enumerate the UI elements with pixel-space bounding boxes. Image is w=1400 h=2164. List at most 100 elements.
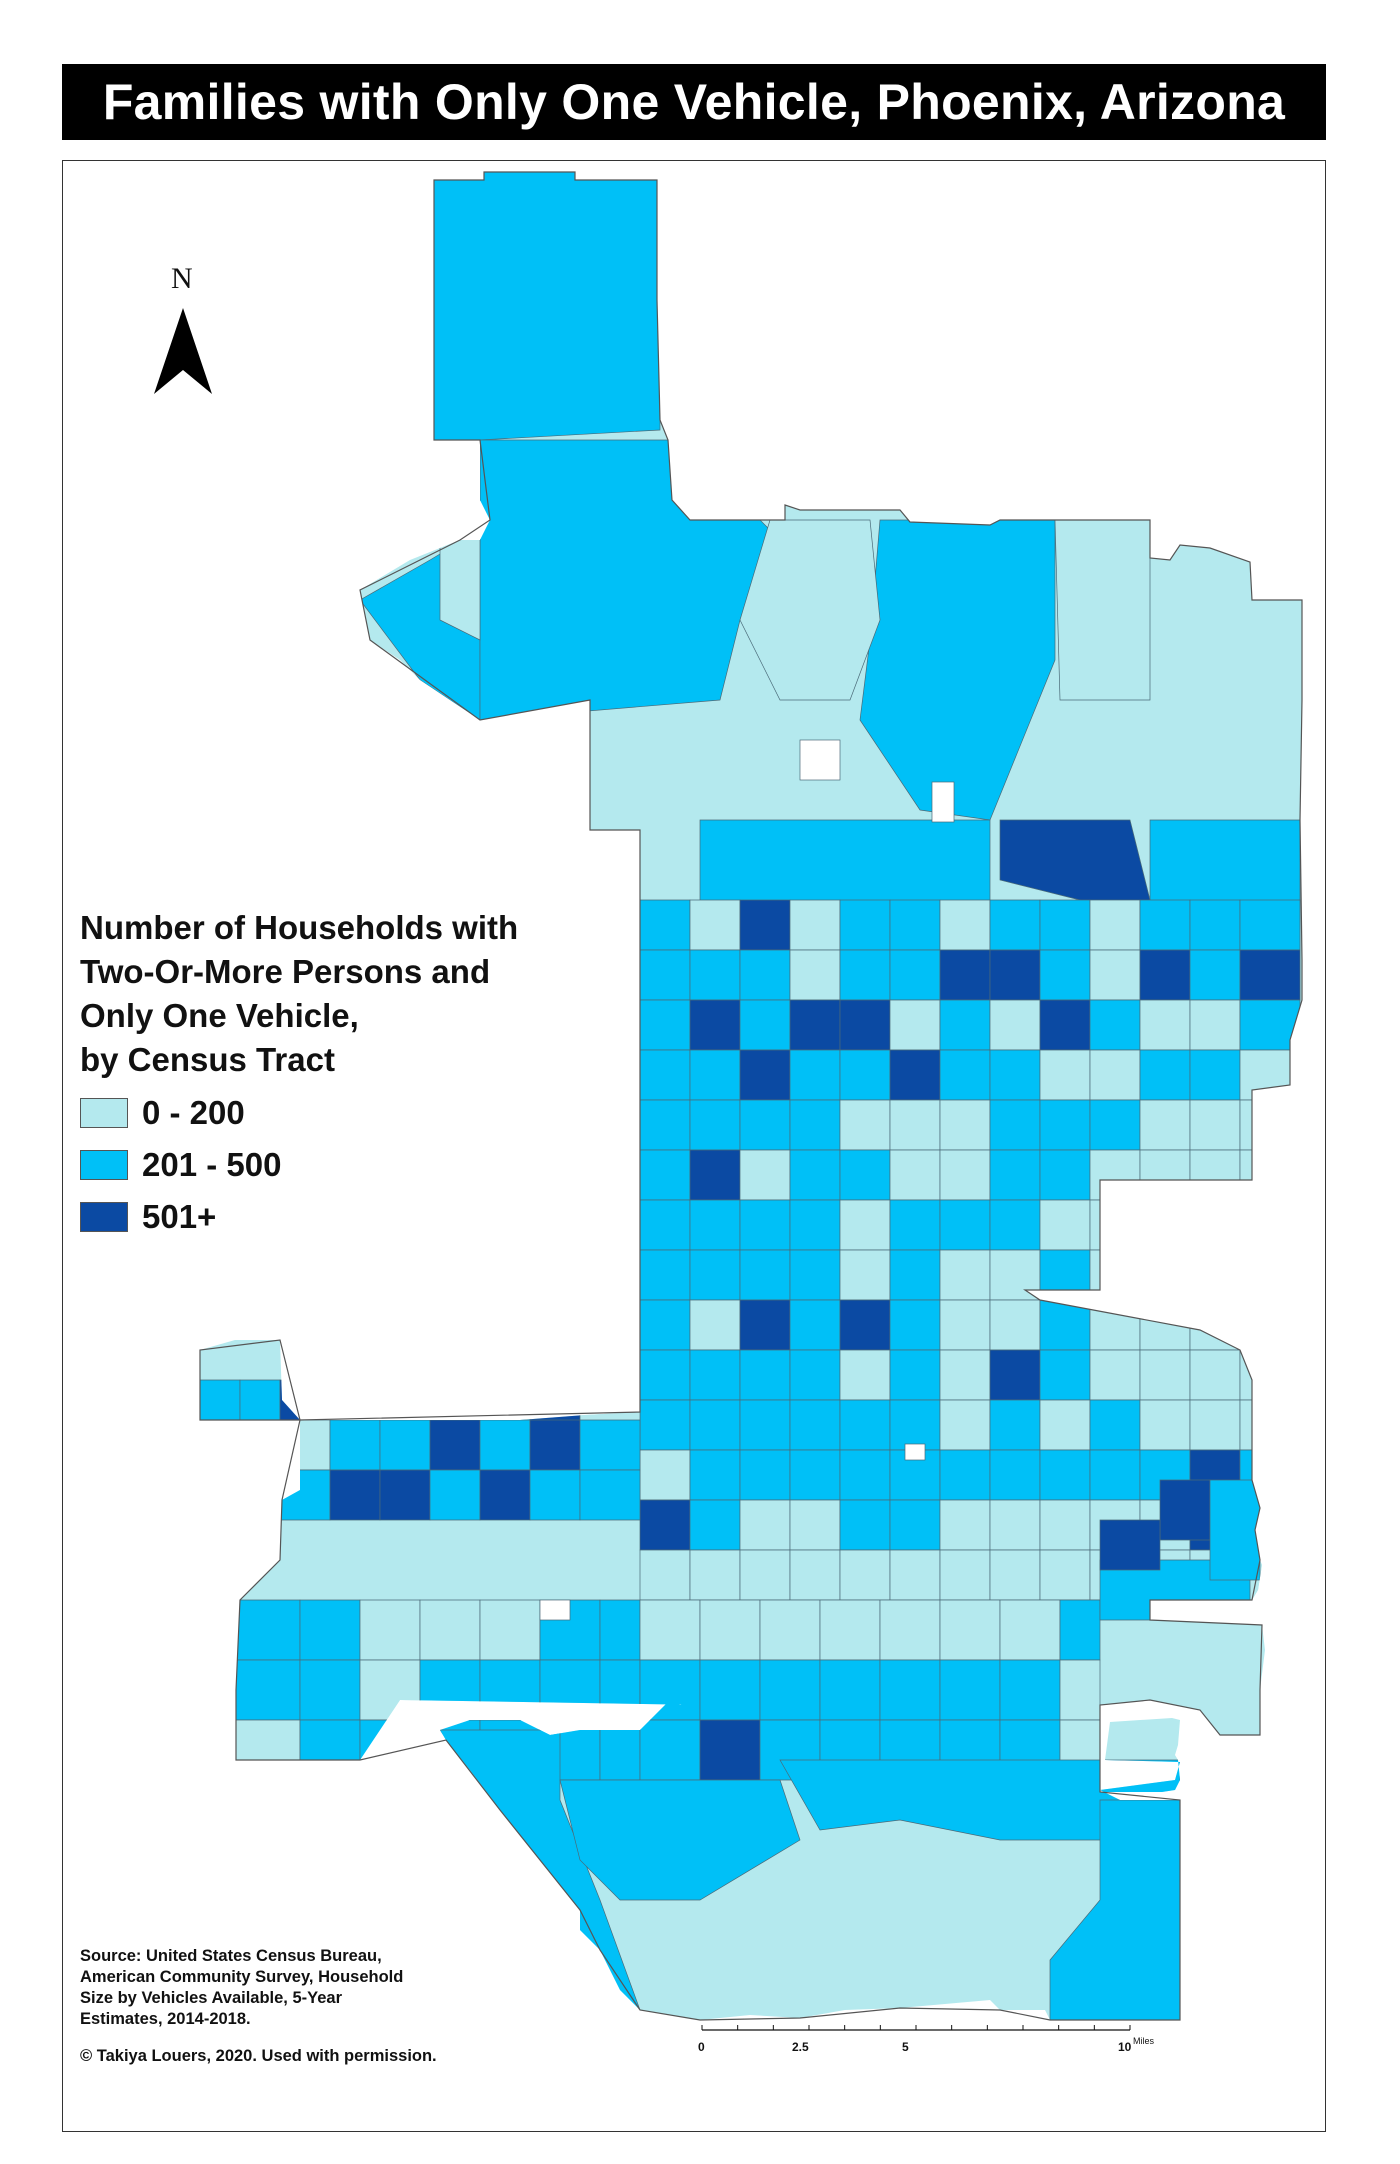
- source-line: Estimates, 2014-2018.: [80, 2010, 251, 2028]
- census-tract: [639, 1719, 701, 1781]
- census-tract: [1139, 1399, 1191, 1451]
- census-tract: [839, 899, 891, 951]
- census-tract: [939, 899, 991, 951]
- census-tract: [599, 1659, 641, 1721]
- census-tract: [939, 1449, 991, 1501]
- non-city-area: [931, 781, 955, 823]
- non-city-area: [904, 1443, 926, 1461]
- census-tract: [839, 1249, 891, 1301]
- census-tract: [839, 1399, 891, 1451]
- census-tract: [1159, 1479, 1211, 1541]
- census-tract: [739, 999, 791, 1051]
- census-tract: [1089, 949, 1141, 1001]
- census-tract: [1139, 1299, 1191, 1351]
- non-city-area: [130, 1340, 190, 1410]
- census-tract: [1089, 1249, 1141, 1301]
- census-tract: [739, 1499, 791, 1551]
- census-tract: [1139, 1099, 1191, 1151]
- census-tract: [819, 1599, 881, 1661]
- census-tract: [1089, 899, 1141, 951]
- scale-unit: Miles: [1133, 2036, 1155, 2046]
- census-tract: [939, 1599, 1001, 1661]
- census-tract: [239, 1469, 281, 1521]
- census-tract: [1139, 949, 1191, 1001]
- census-tract: [1039, 949, 1091, 1001]
- census-tract: [739, 1049, 791, 1101]
- source-line: Size by Vehicles Available, 5-Year: [80, 1989, 343, 2007]
- city-boundary: [199, 171, 1303, 2021]
- census-tract: [999, 1599, 1061, 1661]
- census-tract: [1139, 1049, 1191, 1101]
- census-tract: [689, 1049, 741, 1101]
- census-tract: [1239, 1199, 1301, 1251]
- census-tract: [639, 1599, 701, 1661]
- census-tract: [1239, 1349, 1301, 1401]
- census-tract: [689, 1449, 741, 1501]
- census-tract: [939, 1199, 991, 1251]
- census-tract: [1239, 1399, 1301, 1451]
- census-tract: [379, 1419, 431, 1471]
- census-tract: [1039, 999, 1091, 1051]
- census-tract: [479, 1599, 541, 1661]
- census-tract: [235, 1719, 301, 1781]
- census-tract: [1054, 519, 1151, 701]
- census-tract: [1139, 999, 1191, 1051]
- census-tract: [739, 1349, 791, 1401]
- census-tract: [689, 1149, 741, 1201]
- census-tract: [1139, 1249, 1191, 1301]
- census-tract: [739, 1199, 791, 1251]
- legend-label-low: 0 - 200: [142, 1094, 245, 1131]
- census-tract: [200, 1419, 241, 1471]
- census-tract: [1239, 1049, 1301, 1101]
- census-tract: [639, 1149, 691, 1201]
- census-tract: [789, 1549, 841, 1601]
- legend-swatch-high: [80, 1202, 128, 1232]
- scale-bar-graphic: [701, 2025, 1131, 2031]
- source-note: Source: United States Census Bureau, Ame…: [80, 1946, 500, 2030]
- legend-title-line: Number of Households with: [80, 909, 519, 946]
- census-tract: [789, 1399, 841, 1451]
- census-tract: [889, 1299, 941, 1351]
- census-tract: [200, 1469, 241, 1521]
- census-tract: [739, 949, 791, 1001]
- census-tract: [989, 1099, 1041, 1151]
- census-tract: [1189, 1099, 1241, 1151]
- legend-title-line: Two-Or-More Persons and: [80, 953, 491, 990]
- census-tract: [639, 1349, 691, 1401]
- census-tract: [989, 1449, 1041, 1501]
- census-tract: [989, 1149, 1041, 1201]
- census-tract: [859, 519, 1056, 821]
- census-tract: [1089, 1099, 1141, 1151]
- census-tract: [1189, 1049, 1241, 1101]
- census-tract: [1139, 1199, 1191, 1251]
- legend-label-high: 501+: [142, 1198, 217, 1235]
- census-tract: [989, 949, 1041, 1001]
- census-tract: [939, 1249, 991, 1301]
- census-tract: [1099, 1519, 1161, 1571]
- census-tract: [789, 1099, 841, 1151]
- census-tracts: [130, 172, 1302, 2020]
- legend-label-mid: 201 - 500: [142, 1146, 282, 1183]
- legend-swatch-low: [80, 1098, 128, 1128]
- census-tract: [200, 1379, 241, 1431]
- census-tract: [639, 999, 691, 1051]
- census-tract: [739, 1549, 791, 1601]
- census-tract: [1039, 1499, 1091, 1551]
- census-tract: [1039, 1349, 1091, 1401]
- census-tract: [699, 1719, 761, 1781]
- census-tract: [889, 949, 941, 1001]
- census-tract: [889, 1349, 941, 1401]
- census-tract: [599, 1719, 641, 1781]
- census-tract: [939, 1149, 991, 1201]
- census-tract: [639, 1249, 691, 1301]
- census-tract: [989, 1299, 1041, 1351]
- census-tract: [989, 1549, 1041, 1601]
- north-arrow: N: [150, 262, 216, 402]
- copyright-note: © Takiya Louers, 2020. Used with permiss…: [80, 2047, 437, 2065]
- census-tract: [939, 1299, 991, 1351]
- census-tract: [1239, 949, 1301, 1001]
- scale-label-2-5: 2.5: [792, 2040, 809, 2054]
- census-tract: [1089, 1449, 1141, 1501]
- census-tract: [689, 1399, 741, 1451]
- legend-item-low: 0 - 200: [80, 1092, 600, 1134]
